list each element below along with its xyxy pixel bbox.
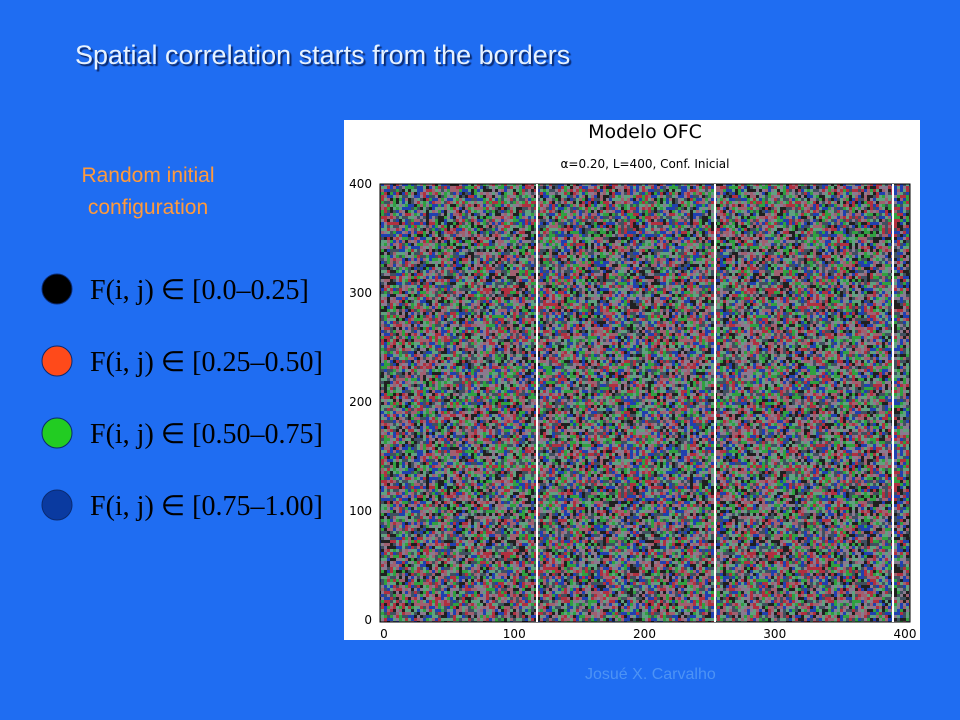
slide-subtitle: Random initial configuration [81,164,215,219]
slide-title: Spatial correlation starts from the bord… [75,40,571,70]
footer: Josué X. Carvalho [585,666,716,683]
